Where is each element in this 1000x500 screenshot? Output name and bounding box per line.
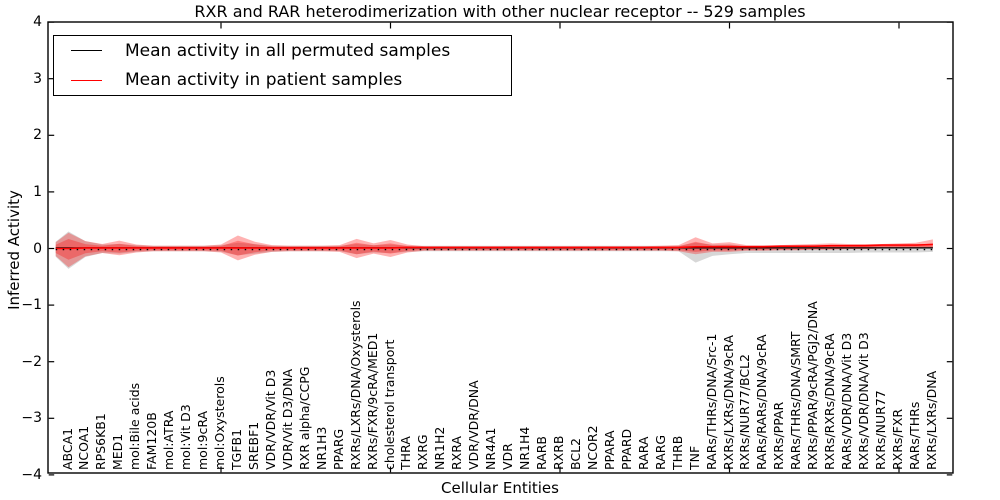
x-tick-label: VDR/VDR/Vit D3: [262, 369, 278, 470]
x-tick-label: RXRs/PPAR/9cRA/PGJ2/DNA: [805, 301, 821, 470]
y-tick-label: 4: [33, 14, 42, 31]
x-tick-label: BCL2: [567, 437, 583, 470]
x-tick-label: mol:9cRA: [195, 410, 210, 470]
x-tick-label: RARG: [652, 434, 668, 470]
x-tick-label: NCOA1: [76, 425, 92, 470]
x-tick-label: RARs/VDR/DNA/Vit D3: [839, 332, 855, 470]
x-tick-label: NR1H4: [517, 426, 533, 470]
x-tick-label: RARs/THRs: [906, 401, 922, 470]
x-tick-label: RXRs/LXRs/DNA: [923, 370, 939, 470]
chart-title: RXR and RAR heterodimerization with othe…: [194, 2, 806, 21]
x-tick-label: RXRs/NUR77/BCL2: [737, 354, 753, 470]
patient-mean-line-swatch: [71, 79, 102, 81]
axes-and-ticks: [47, 21, 954, 476]
x-tick-label: mol:Vit D3: [178, 404, 194, 470]
x-tick-label: SREBF1: [245, 421, 261, 470]
x-tick-label: RXRs/PPAR: [771, 401, 787, 470]
legend-label-patient: Mean activity in patient samples: [125, 70, 403, 91]
x-tick-label: RXRs/FXR/9cRA/MED1: [364, 332, 380, 470]
y-tick-label: −3: [21, 410, 42, 427]
x-tick-label: RXRs/LXRs/DNA/9cRA: [720, 335, 736, 470]
y-tick-label: −2: [21, 353, 42, 370]
y-tick-label: 3: [33, 70, 42, 87]
y-tick-label: −1: [21, 297, 42, 314]
legend-item-patient: Mean activity in patient samples: [54, 66, 511, 94]
x-tick-label: RARA: [635, 436, 651, 470]
x-tick-label: RARB: [534, 436, 549, 470]
x-tick-label: cholesterol transport: [381, 339, 397, 470]
legend-label-permuted: Mean activity in all permuted samples: [125, 40, 451, 61]
x-tick-label: RPS6KB1: [93, 413, 109, 470]
x-tick-label: VDR/Vit D3/DNA: [279, 368, 295, 470]
x-tick-label: mol:Bile acids: [127, 382, 143, 470]
x-axis-label: Cellular Entities: [441, 479, 559, 497]
legend: Mean activity in all permuted samples Me…: [53, 35, 512, 96]
x-tick-label: NR4A1: [483, 427, 499, 471]
x-tick-label: PPARG: [330, 428, 346, 470]
x-tick-label: RXRs/RXRs/DNA/9cRA: [822, 333, 838, 470]
x-tick-label: RXR alpha/CCPG: [296, 366, 312, 470]
permuted-mean-line-swatch: [71, 50, 102, 52]
x-tick-label: PPARA: [601, 430, 617, 470]
confidence-bands: [55, 231, 933, 269]
x-tick-label: PPARD: [618, 428, 634, 470]
x-tick-label: THRA: [398, 436, 414, 470]
x-tick-label: RXRs/VDR/DNA/Vit D3: [856, 332, 872, 470]
x-tick-label: VDR/VDR/DNA: [466, 380, 482, 470]
x-tick-label: RARs/RARs/DNA/9cRA: [754, 334, 770, 470]
x-tick-label: NCOR2: [584, 425, 600, 470]
y-tick-label: 0: [33, 240, 42, 257]
x-tick-label: THRB: [669, 435, 685, 470]
x-tick-label: MED1: [110, 433, 126, 470]
x-tick-label: RARs/THRs/DNA/Src-1: [703, 333, 719, 470]
x-tick-label: NR1H2: [432, 426, 448, 470]
x-tick-label: VDR: [500, 443, 516, 470]
x-tick-label: RXRs/FXR: [890, 408, 905, 470]
x-tick-label: ABCA1: [59, 427, 75, 470]
x-tick-label: mol:ATRA: [161, 410, 177, 470]
x-tick-label: RXRA: [449, 436, 465, 470]
x-tick-label: TGFB1: [228, 428, 244, 470]
x-tick-label: FAM120B: [144, 412, 160, 470]
x-tick-label: mol:Oxysterols: [212, 376, 227, 470]
y-tick-label: −4: [21, 466, 42, 483]
legend-item-permuted: Mean activity in all permuted samples: [54, 37, 511, 65]
x-tick-label: RXRB: [551, 435, 566, 470]
y-tick-label: 1: [33, 183, 42, 200]
x-tick-label: TNF: [686, 445, 702, 470]
mean-lines: [55, 243, 933, 251]
x-tick-label: RXRs/LXRs/DNA/Oxysterols: [347, 300, 363, 470]
y-tick-label: 2: [33, 127, 42, 144]
x-tick-label: RXRG: [415, 434, 431, 470]
x-tick-label: NR1H3: [313, 426, 329, 470]
x-tick-label: RXRs/NUR77: [873, 390, 888, 470]
x-tick-label: RARs/THRs/DNA/SMRT: [788, 331, 804, 470]
